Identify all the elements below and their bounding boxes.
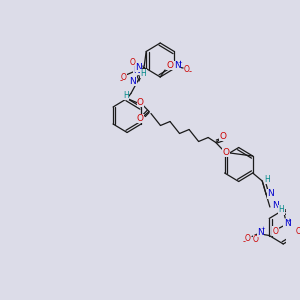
Text: O: O [137,98,144,107]
Text: +: + [260,226,265,231]
Text: +: + [178,61,183,65]
Text: -: - [188,68,191,76]
Text: O: O [120,73,126,82]
Text: H: H [140,69,146,78]
Text: N: N [174,61,181,70]
Text: N: N [268,190,274,199]
Text: +: + [286,218,291,223]
Text: N: N [272,200,279,209]
Text: H: H [278,206,284,214]
Text: -: - [243,237,246,246]
Text: O: O [223,148,230,157]
Text: N: N [133,66,140,75]
Text: O: O [184,64,190,74]
Text: H: H [123,91,129,100]
Text: O: O [253,235,259,244]
Text: O: O [273,226,278,236]
Text: O: O [166,61,173,70]
Text: H: H [264,175,270,184]
Text: O: O [296,227,300,236]
Text: N: N [284,220,290,229]
Text: O: O [244,234,250,243]
Text: N: N [257,228,264,237]
Text: -: - [120,76,123,85]
Text: N: N [135,63,142,72]
Text: +: + [137,64,142,69]
Text: O: O [220,132,227,141]
Text: N: N [129,77,136,86]
Text: O: O [130,58,136,67]
Text: O: O [137,114,144,123]
